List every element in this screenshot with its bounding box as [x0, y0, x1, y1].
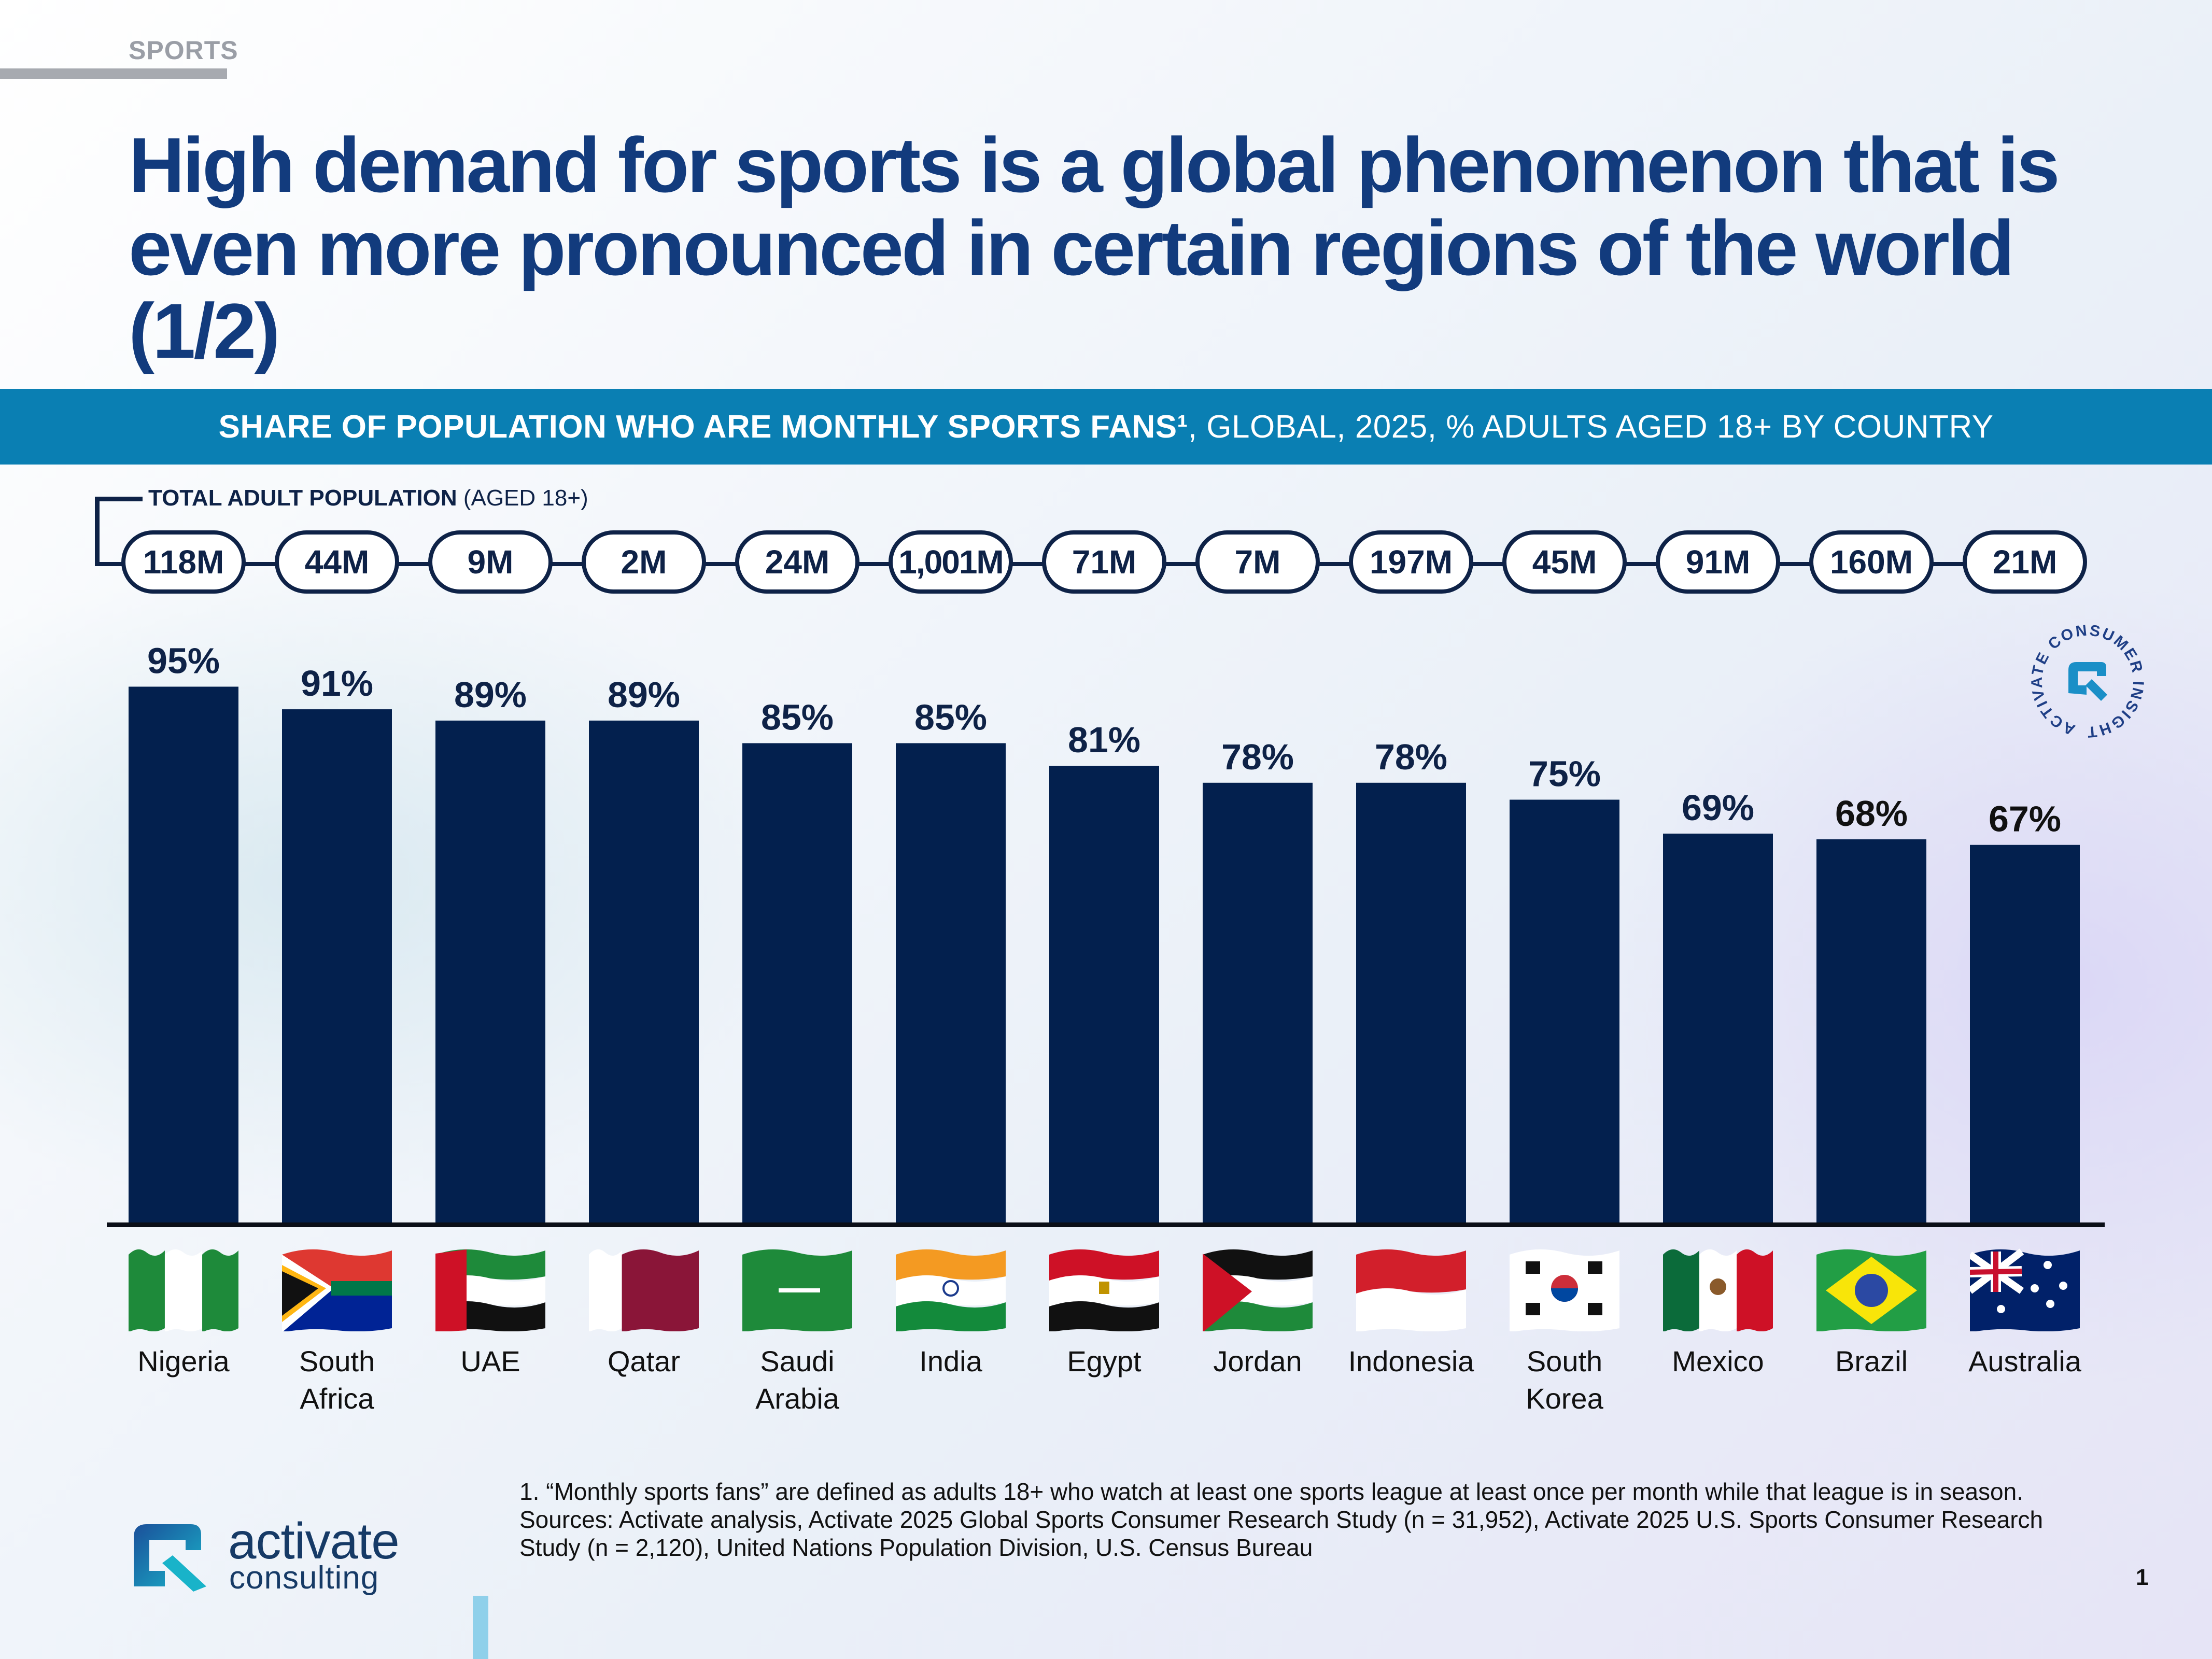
footnotes: 1. “Monthly sports fans” are defined as … — [519, 1478, 2054, 1562]
chart-title-band: SHARE OF POPULATION WHO ARE MONTHLY SPOR… — [0, 389, 2212, 465]
footnote-sources: Sources: Activate analysis, Activate 202… — [519, 1506, 2044, 1561]
country-label: India — [919, 1345, 982, 1377]
population-label-bold: TOTAL ADULT POPULATION — [148, 485, 457, 511]
bar-uae — [435, 720, 545, 1224]
data-label: 85% — [914, 697, 987, 738]
data-label: 81% — [1068, 720, 1140, 760]
data-label: 78% — [1221, 737, 1294, 777]
bar-india — [896, 743, 1006, 1224]
section-tag: SPORTS — [129, 36, 238, 65]
flag-south-africa-icon — [282, 1249, 392, 1331]
badge-text: ACTIVATE CONSUMER INSIGHT — [2028, 622, 2145, 740]
country-label: Jordan — [1213, 1345, 1302, 1377]
flag-qatar-icon — [589, 1249, 699, 1331]
badge-logo-arrow-icon — [2086, 679, 2107, 701]
bar-australia — [1970, 845, 2080, 1224]
country-label: South Africa — [299, 1345, 375, 1415]
population-bracket — [95, 497, 143, 562]
country-label: Saudi Arabia — [755, 1345, 839, 1415]
bar-south-africa — [282, 709, 392, 1224]
population-pill: 160M — [1809, 530, 1934, 594]
flag-indonesia-icon — [1356, 1249, 1466, 1331]
data-label: 89% — [454, 674, 527, 715]
activate-consumer-insight-badge: ACTIVATE CONSUMER INSIGHT — [2028, 622, 2147, 740]
bar-qatar — [589, 720, 699, 1224]
population-pill: 2M — [582, 530, 706, 594]
data-label: 89% — [608, 674, 680, 715]
population-pill: 9M — [428, 530, 553, 594]
logo-subtitle: consulting — [229, 1560, 379, 1596]
flag-india-icon — [896, 1249, 1006, 1331]
population-pill: 197M — [1349, 530, 1473, 594]
data-label: 68% — [1835, 793, 1908, 834]
chart-title-rest: , GLOBAL, 2025, % ADULTS AGED 18+ BY COU… — [1188, 409, 1994, 445]
flag-uae-icon — [435, 1249, 545, 1331]
bar-brazil — [1816, 839, 1926, 1224]
population-pill: 1,001M — [889, 530, 1013, 594]
flag-egypt-icon — [1049, 1249, 1159, 1331]
data-label: 91% — [301, 663, 373, 704]
page-number: 1 — [2136, 1565, 2149, 1590]
population-pill: 91M — [1656, 530, 1780, 594]
bar-mexico — [1663, 833, 1773, 1224]
badge-logo-icon — [2068, 662, 2106, 695]
data-label: 85% — [761, 697, 834, 738]
country-label: Qatar — [607, 1345, 681, 1377]
country-label: Mexico — [1672, 1345, 1764, 1377]
data-label: 69% — [1682, 788, 1754, 828]
population-pill: 118M — [121, 530, 246, 594]
bar-saudi-arabia — [742, 743, 852, 1224]
country-label: Indonesia — [1348, 1345, 1474, 1377]
svg-text:ACTIVATE CONSUMER INSIGHT: ACTIVATE CONSUMER INSIGHT — [2028, 622, 2147, 740]
country-label: Brazil — [1835, 1345, 1908, 1377]
country-label: Egypt — [1067, 1345, 1142, 1377]
bar-jordan — [1203, 782, 1313, 1224]
bar-indonesia — [1356, 782, 1466, 1224]
country-label: Australia — [1968, 1345, 2081, 1377]
flag-saudi-arabia-icon — [742, 1249, 852, 1331]
bar-south-korea — [1510, 799, 1619, 1224]
data-label: 75% — [1528, 754, 1601, 794]
population-pill: 44M — [275, 530, 399, 594]
flag-mexico-icon — [1663, 1249, 1773, 1331]
data-label: 67% — [1989, 799, 2061, 839]
data-label: 95% — [147, 641, 220, 681]
footnote-1: 1. “Monthly sports fans” are defined as … — [519, 1478, 2023, 1505]
x-axis-line — [107, 1222, 2105, 1227]
country-label: Nigeria — [137, 1345, 230, 1377]
population-label-rest: (AGED 18+) — [457, 485, 588, 511]
population-pill: 71M — [1042, 530, 1166, 594]
bar-egypt — [1049, 766, 1159, 1224]
page-title: High demand for sports is a global pheno… — [129, 121, 2060, 374]
flag-brazil-icon — [1816, 1249, 1926, 1331]
flag-nigeria-icon — [129, 1249, 238, 1331]
population-pill: 24M — [735, 530, 860, 594]
logo-wordmark: activate — [228, 1512, 400, 1569]
flag-south-korea-icon — [1510, 1249, 1619, 1331]
bar-nigeria — [129, 686, 238, 1224]
population-pill: 21M — [1963, 530, 2087, 594]
activate-logo-icon — [134, 1524, 206, 1592]
flag-jordan-icon — [1203, 1249, 1313, 1331]
section-rule — [0, 68, 227, 79]
data-label: 78% — [1375, 737, 1447, 777]
population-pill: 45M — [1502, 530, 1627, 594]
chart-title-bold: SHARE OF POPULATION WHO ARE MONTHLY SPOR… — [218, 409, 1188, 445]
bottom-accent-bar — [473, 1596, 488, 1659]
population-label: TOTAL ADULT POPULATION (AGED 18+) — [148, 485, 588, 511]
population-pill: 7M — [1195, 530, 1320, 594]
flag-australia-icon — [1970, 1248, 2080, 1331]
country-label: UAE — [460, 1345, 520, 1377]
country-label: South Korea — [1526, 1345, 1603, 1415]
